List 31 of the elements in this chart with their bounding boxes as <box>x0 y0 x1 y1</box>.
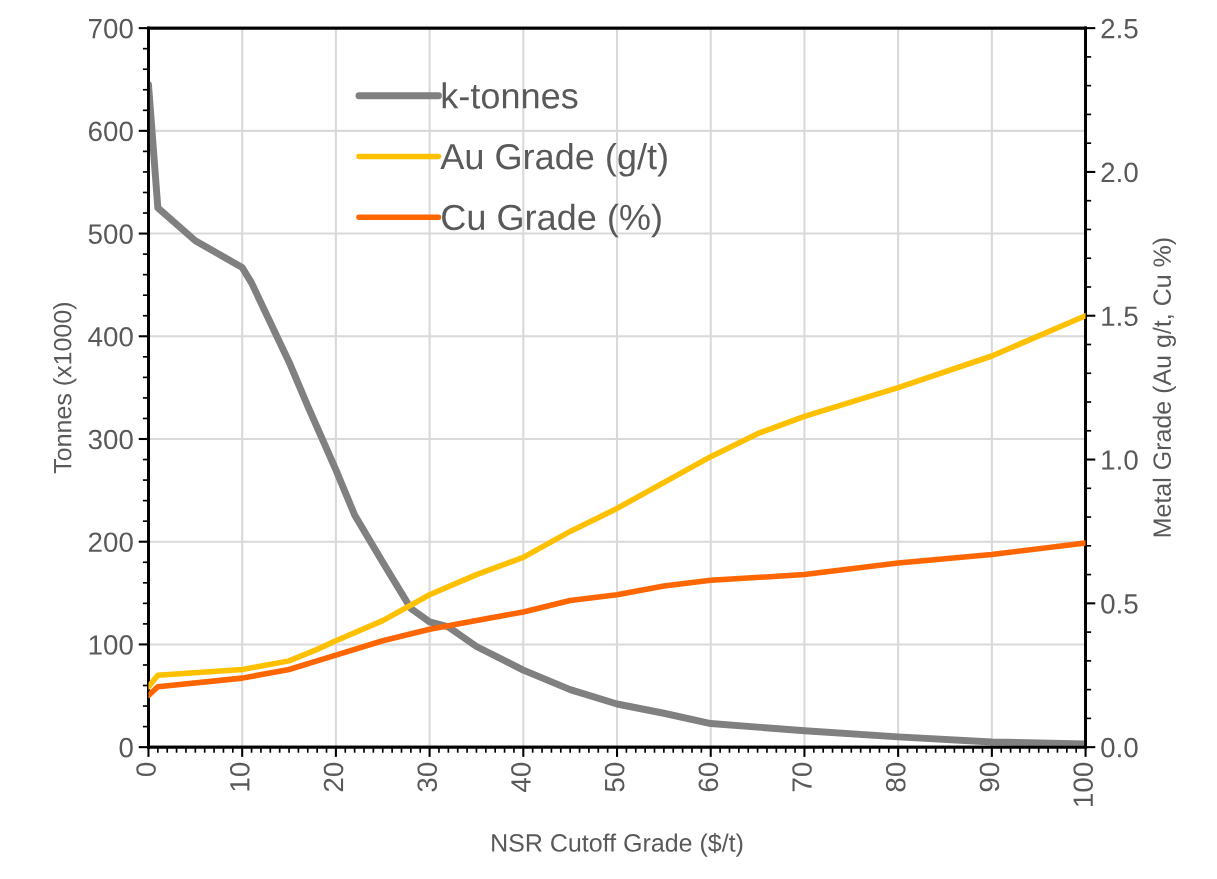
x-tick-label: 50 <box>604 762 625 792</box>
y-tick-label: 200 <box>88 532 133 553</box>
y2-tick-label: 0.0 <box>1101 737 1138 758</box>
x-tick-label: 90 <box>979 762 1000 792</box>
x-axis-title: NSR Cutoff Grade ($/t) <box>492 833 743 857</box>
y-tick-label: 500 <box>88 224 133 244</box>
y-tick-label: 100 <box>89 635 133 655</box>
y2-tick-label: 2.0 <box>1101 162 1138 183</box>
y2-tick-label: 2.5 <box>1101 18 1138 39</box>
y2-tick-label: 0.5 <box>1101 594 1138 614</box>
y2-tick-label: 1.0 <box>1102 450 1138 470</box>
x-tick-label: 20 <box>323 762 344 792</box>
y-tick-label: 0 <box>119 737 133 758</box>
x-tick-label: 70 <box>792 762 812 792</box>
x-tick-label: 60 <box>698 762 719 792</box>
x-tick-label: 100 <box>1073 762 1094 806</box>
y-tick-label: 400 <box>88 326 133 347</box>
x-tick-label: 80 <box>885 762 906 792</box>
x-tick-label: 10 <box>229 762 250 791</box>
x-tick-label: 30 <box>417 762 438 792</box>
y2-axis-title: Metal Grade (Au g/t, Cu %) <box>1152 238 1176 537</box>
x-tick-label: 0 <box>136 762 156 777</box>
legend-label: Au Grade (g/t) <box>440 142 667 177</box>
legend-label: Cu Grade (%) <box>442 203 661 238</box>
legend-label: k-tonnes <box>442 82 578 109</box>
y-tick-label: 700 <box>88 18 133 39</box>
x-tick-label: 40 <box>511 762 531 792</box>
y2-tick-label: 1.5 <box>1102 306 1138 327</box>
y-axis-title: Tonnes (x1000) <box>53 303 77 474</box>
y-tick-label: 600 <box>88 121 133 142</box>
y-tick-label: 300 <box>88 429 133 450</box>
